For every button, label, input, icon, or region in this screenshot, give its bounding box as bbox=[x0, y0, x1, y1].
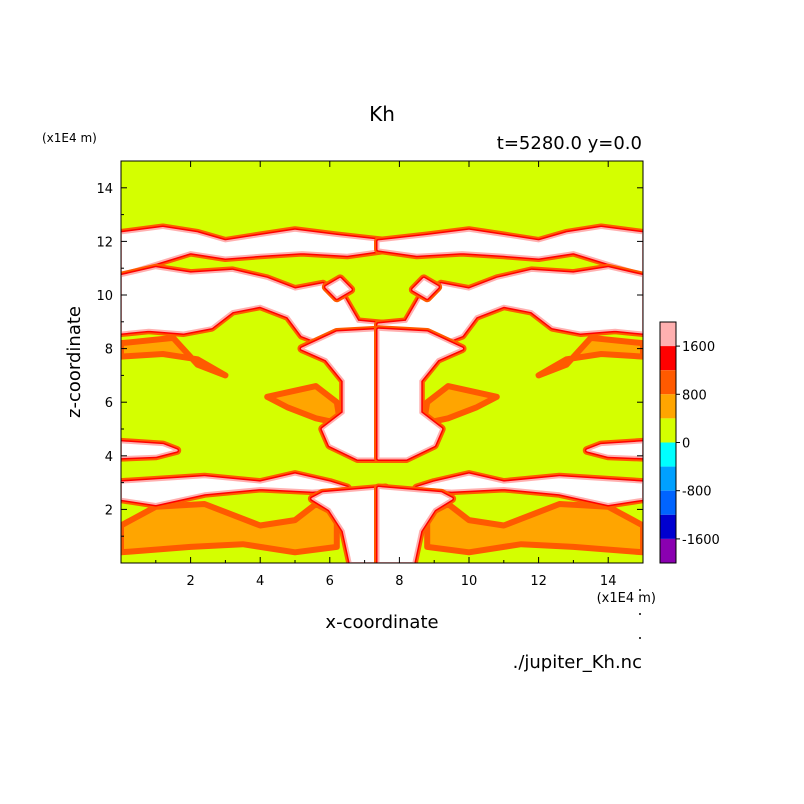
colorbar-label: 0 bbox=[682, 437, 690, 452]
colorbar-label: 800 bbox=[682, 388, 707, 403]
colorbar-swatch bbox=[660, 442, 676, 467]
contour-region bbox=[377, 227, 643, 275]
x-tick-label: 10 bbox=[461, 574, 478, 589]
colorbar-swatch bbox=[660, 538, 676, 563]
colorbar-swatch bbox=[660, 370, 676, 395]
colorbar-swatch bbox=[660, 466, 676, 491]
colorbar-label: -1600 bbox=[682, 533, 720, 548]
contour-region bbox=[121, 441, 178, 459]
x-axis-title: x-coordinate bbox=[325, 612, 438, 633]
contour-region bbox=[377, 487, 453, 563]
colorbar-swatch bbox=[660, 322, 676, 347]
colorbar: 1600 800 0 -800 -1600 bbox=[659, 321, 720, 564]
contour-region bbox=[535, 334, 643, 379]
z-unit-label: (x1E4 m) bbox=[42, 131, 97, 145]
x-unit-label: (x1E4 m) bbox=[597, 591, 656, 606]
x-tick-label: 12 bbox=[530, 574, 547, 589]
colorbar-label: 1600 bbox=[682, 340, 715, 355]
colorbar-swatch bbox=[660, 394, 676, 419]
marker-dot bbox=[639, 637, 641, 639]
x-tick-label: 2 bbox=[186, 574, 194, 589]
x-tick-label: 4 bbox=[256, 574, 264, 589]
y-tick-label: 8 bbox=[105, 343, 113, 358]
contour-regions bbox=[121, 223, 643, 563]
y-axis: 2 4 6 8 10 12 14 bbox=[96, 182, 643, 537]
colorbar-label: -800 bbox=[682, 485, 712, 500]
contour-region bbox=[586, 441, 643, 459]
colorbar-swatch bbox=[660, 346, 676, 371]
y-tick-label: 6 bbox=[105, 396, 113, 411]
marker-dot bbox=[639, 613, 641, 615]
source-file-label: ./jupiter_Kh.nc bbox=[513, 652, 642, 673]
marker-dot bbox=[639, 589, 641, 591]
contour-right-half bbox=[374, 223, 643, 563]
contour-region bbox=[377, 328, 463, 460]
contour-region bbox=[325, 277, 352, 299]
colorbar-swatch bbox=[660, 418, 676, 443]
y-tick-label: 4 bbox=[105, 450, 113, 465]
plot-frame bbox=[120, 160, 644, 564]
contour-region bbox=[424, 501, 643, 556]
y-axis-title: z-coordinate bbox=[64, 306, 85, 418]
contour-region bbox=[121, 501, 340, 556]
y-tick-label: 14 bbox=[96, 182, 113, 197]
chart-subtitle: t=5280.0 y=0.0 bbox=[497, 133, 642, 154]
contour-region bbox=[412, 277, 439, 299]
colorbar-swatch bbox=[660, 514, 676, 539]
x-axis: 2 4 6 8 10 12 14 bbox=[155, 161, 617, 589]
x-tick-label: 8 bbox=[395, 574, 403, 589]
chart-title: Kh bbox=[369, 102, 395, 126]
y-tick-label: 12 bbox=[96, 235, 113, 250]
y-tick-label: 2 bbox=[105, 503, 113, 518]
y-tick-label: 10 bbox=[96, 289, 113, 304]
colorbar-swatch bbox=[660, 490, 676, 515]
heatmap-field bbox=[121, 161, 643, 563]
contour-region bbox=[121, 334, 229, 379]
x-tick-label: 6 bbox=[326, 574, 334, 589]
x-tick-label: 14 bbox=[600, 574, 617, 589]
